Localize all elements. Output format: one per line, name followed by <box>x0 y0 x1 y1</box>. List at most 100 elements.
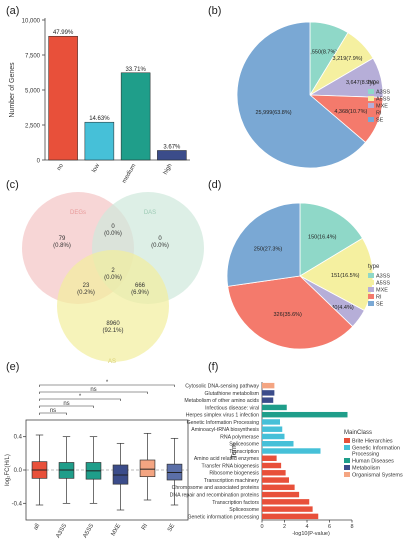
y-tick-label: -0.4 <box>12 501 23 507</box>
legend-label: A5SS <box>376 281 390 287</box>
term-bar <box>262 433 285 440</box>
x-tick-label: 8 <box>350 524 353 530</box>
pie-slice-label: 250(27.3%) <box>254 246 283 252</box>
legend-label: Metabolism <box>352 466 381 472</box>
venn-region-percent: (0.2%) <box>77 290 95 296</box>
pie-slice-label: 3,219(7.9%) <box>333 56 363 62</box>
pie-slice-RI <box>227 275 354 350</box>
legend-label: Organismal Systems <box>352 473 403 479</box>
venn-region-percent: (0.0%) <box>104 275 122 281</box>
legend-label: SE <box>376 302 384 308</box>
x-tick-label: no <box>56 162 65 171</box>
bar-data-label: 14.63% <box>89 116 110 122</box>
legend-label: A3SS <box>376 274 390 280</box>
panel-label-d: (d) <box>208 179 221 191</box>
term-label: Infectious disease: viral <box>205 405 259 411</box>
pie-slice-A3SS <box>299 202 364 277</box>
pie-slice-label: 3,550(8.7%) <box>307 49 337 55</box>
x-axis-label: -log10(P-value) <box>292 531 330 537</box>
term-bar <box>262 499 310 505</box>
legend-swatch <box>368 301 374 306</box>
legend-swatch <box>368 287 374 292</box>
x-tick-label: all <box>33 523 41 531</box>
venn-set-label: DEGs <box>70 210 86 216</box>
venn-region-count: 0 <box>111 224 115 230</box>
panel-label-f: (f) <box>208 361 218 373</box>
term-bar <box>262 484 295 491</box>
term-bar <box>262 404 287 411</box>
legend-label: Genetic Information <box>352 446 400 452</box>
x-tick-label: SE <box>167 523 176 533</box>
y-tick-label: 0.4 <box>14 435 23 441</box>
legend-label: MXE <box>376 104 388 110</box>
legend-label: RI <box>376 295 382 301</box>
bar-high <box>157 150 187 161</box>
pie-slice-SE <box>236 21 367 169</box>
legend-swatch <box>368 117 374 122</box>
y-tick-label: 0 <box>37 159 41 165</box>
pie-slice-label: 150(16.4%) <box>308 235 337 241</box>
term-bar <box>262 397 274 403</box>
x-tick-label: medium <box>121 163 137 184</box>
term-label: Metabolism of other amino acids <box>184 398 259 404</box>
legend-swatch <box>368 294 374 299</box>
venn-region-percent: (0.0%) <box>104 231 122 237</box>
pie-slice-label: 25,999(63.8%) <box>255 110 291 116</box>
term-bar <box>262 382 275 389</box>
legend-swatch <box>368 273 374 278</box>
legend-label: Human Diseases <box>352 459 394 465</box>
significance-label: ns <box>50 408 56 414</box>
pie-slice-label: 40(4.4%) <box>331 305 353 311</box>
term-label: Transcription <box>229 449 259 455</box>
term-label: Transfer RNA biogenesis <box>202 463 260 469</box>
legend-swatch <box>368 96 374 101</box>
term-bar <box>262 419 280 425</box>
legend-label-cont: Processing <box>352 452 379 458</box>
significance-bracket <box>39 398 121 401</box>
legend-swatch <box>368 110 374 115</box>
venn-region-count: 23 <box>83 283 90 289</box>
legend-label: RI <box>376 111 382 117</box>
term-bar <box>262 455 277 461</box>
x-tick-label: low <box>91 162 101 173</box>
venn-region-percent: (6.9%) <box>131 290 149 296</box>
legend-title: MainClass <box>344 430 372 436</box>
term-bar <box>262 470 286 476</box>
legend-title: type <box>368 80 380 86</box>
legend-label: Brite Hierarchies <box>352 439 393 445</box>
term-label: Chromosome and associated proteins <box>172 485 260 491</box>
term-label: Transcription factors <box>212 500 259 506</box>
legend-swatch <box>344 472 350 477</box>
term-label: Spliceosome <box>229 442 259 448</box>
x-tick-label: high <box>163 163 174 176</box>
term-label: Spliceosome <box>229 507 259 513</box>
x-tick-label: 6 <box>328 524 331 530</box>
venn-region-percent: (0.0%) <box>151 243 169 249</box>
venn-region-count: 0 <box>158 236 162 242</box>
legend-label: SE <box>376 118 384 124</box>
box-plot-log2fc: -0.4 0.0 0.4 log₂FC(H/L) all A3SS A5SS MXE RI SE n… <box>5 380 189 539</box>
legend-title: type <box>368 264 380 270</box>
y-tick-label: 7,500 <box>25 54 41 60</box>
legend-swatch <box>368 280 374 285</box>
term-label: Transcription machinery <box>204 478 260 484</box>
bar-medium <box>120 72 151 161</box>
term-bar <box>262 411 348 418</box>
venn-circle-AS <box>57 250 169 362</box>
y-tick-label: 2,500 <box>25 124 41 130</box>
legend-label: A5SS <box>376 97 390 103</box>
venn-region-count: 2 <box>111 268 115 274</box>
term-label: DNA repair and recombination proteins <box>170 493 260 499</box>
term-bar <box>262 390 275 396</box>
panel-label-c: (c) <box>6 179 19 191</box>
significance-label: * <box>106 380 109 386</box>
x-tick-label: A3SS <box>55 523 68 539</box>
pie-slice-label: 4,368(10.7%) <box>334 109 367 115</box>
legend-swatch <box>344 458 350 463</box>
bar-data-label: 47.99% <box>53 30 74 36</box>
significance-bracket <box>39 391 148 394</box>
y-tick-label: 10,000 <box>22 19 41 25</box>
legend-swatch <box>344 465 350 470</box>
term-bar <box>262 426 283 432</box>
